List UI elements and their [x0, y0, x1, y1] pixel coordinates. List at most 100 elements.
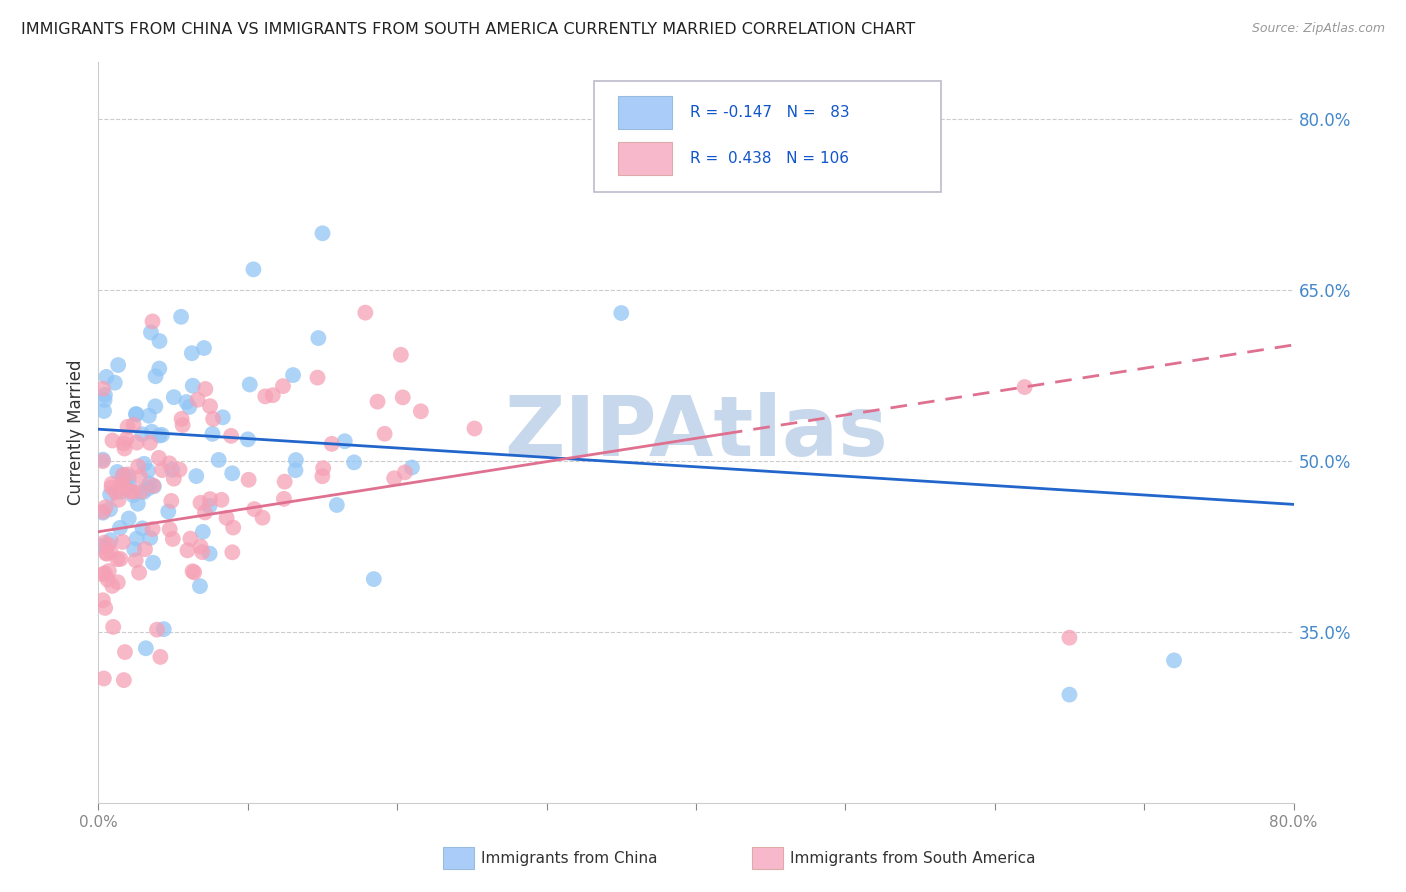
Point — [610, 306, 633, 320]
Point — [132, 485, 155, 500]
FancyBboxPatch shape — [619, 96, 672, 129]
Point — [139, 435, 162, 450]
Point — [142, 556, 165, 570]
Point — [118, 470, 141, 484]
Point — [93, 672, 115, 686]
Point — [333, 434, 356, 449]
Point — [112, 436, 135, 450]
Point — [148, 334, 170, 348]
Point — [273, 475, 295, 489]
Point — [326, 498, 349, 512]
Point — [136, 482, 159, 496]
Point — [101, 620, 124, 634]
Point — [110, 477, 132, 491]
Point — [163, 472, 186, 486]
Point — [122, 484, 145, 499]
Point — [98, 487, 121, 501]
Point — [194, 506, 217, 520]
Point — [107, 358, 129, 372]
Point — [179, 532, 201, 546]
Point — [118, 511, 141, 525]
Point — [94, 500, 117, 515]
Point — [91, 452, 114, 467]
Point — [281, 368, 304, 382]
Point — [114, 442, 136, 456]
Point — [104, 484, 127, 499]
Point — [91, 506, 114, 520]
Point — [136, 464, 159, 478]
Point — [198, 492, 221, 507]
Point — [191, 524, 214, 539]
Point — [262, 388, 284, 402]
Point — [127, 459, 149, 474]
Point — [131, 521, 153, 535]
Point — [354, 305, 377, 319]
Point — [252, 510, 274, 524]
Point — [1014, 380, 1036, 394]
Point — [239, 377, 262, 392]
Point — [100, 545, 122, 559]
Point — [98, 502, 121, 516]
Point — [211, 410, 233, 425]
Point — [1059, 631, 1081, 645]
Point — [125, 553, 148, 567]
Point — [243, 502, 266, 516]
Text: R =  0.438   N = 106: R = 0.438 N = 106 — [690, 151, 849, 166]
Point — [138, 476, 160, 491]
Point — [236, 433, 259, 447]
Point — [463, 421, 485, 435]
Point — [190, 540, 212, 554]
Point — [141, 425, 163, 439]
Point — [101, 579, 124, 593]
Point — [93, 566, 115, 581]
Point — [190, 496, 212, 510]
Text: Source: ZipAtlas.com: Source: ZipAtlas.com — [1251, 22, 1385, 36]
Point — [125, 407, 148, 421]
Point — [170, 310, 193, 324]
Point — [181, 564, 204, 578]
Point — [238, 473, 260, 487]
Point — [110, 484, 132, 499]
Point — [128, 566, 150, 580]
Point — [312, 461, 335, 475]
Point — [120, 484, 142, 499]
Point — [91, 382, 114, 396]
Point — [193, 341, 215, 355]
FancyBboxPatch shape — [595, 81, 941, 192]
Point — [93, 392, 115, 407]
Point — [94, 546, 117, 560]
Point — [188, 579, 211, 593]
Point — [114, 645, 136, 659]
Point — [284, 463, 307, 477]
Point — [202, 412, 225, 426]
Point — [215, 511, 238, 525]
Point — [157, 456, 180, 470]
Point — [201, 426, 224, 441]
Point — [150, 428, 173, 442]
Point — [132, 457, 155, 471]
Point — [191, 545, 214, 559]
Point — [162, 532, 184, 546]
Point — [108, 521, 131, 535]
Point — [93, 404, 115, 418]
Point — [148, 450, 170, 465]
Text: Immigrants from South America: Immigrants from South America — [790, 851, 1036, 865]
Point — [118, 479, 141, 493]
Point — [148, 428, 170, 442]
Point — [111, 535, 134, 549]
Point — [169, 462, 191, 476]
Point — [242, 262, 264, 277]
Point — [127, 497, 149, 511]
Point — [139, 326, 162, 340]
Point — [91, 539, 114, 553]
Point — [135, 641, 157, 656]
Point — [125, 435, 148, 450]
Point — [382, 471, 405, 485]
Point — [112, 481, 135, 495]
Point — [131, 427, 153, 442]
Point — [122, 542, 145, 557]
Point — [180, 346, 202, 360]
Point — [107, 492, 129, 507]
Point — [409, 404, 432, 418]
Point — [97, 573, 120, 587]
